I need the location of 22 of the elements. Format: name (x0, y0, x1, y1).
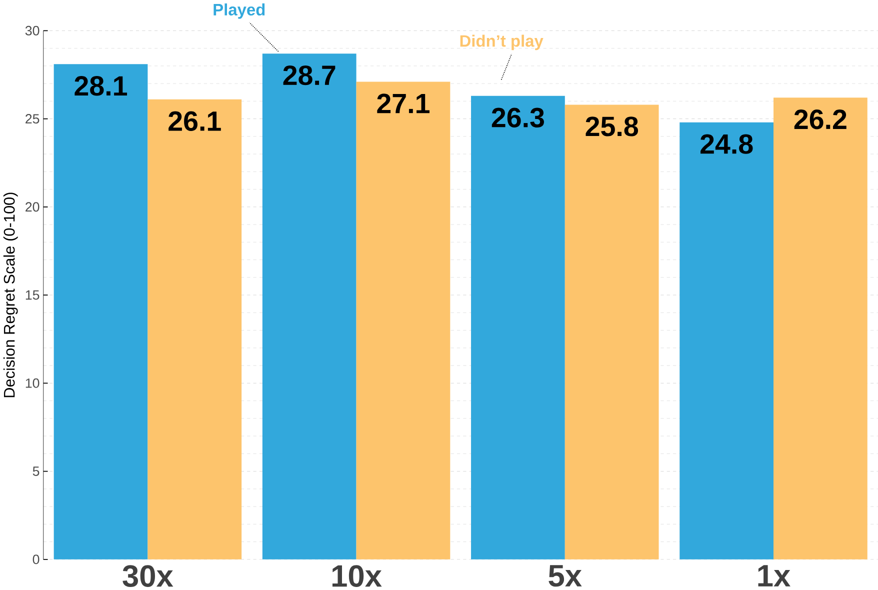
y-tick-label: 20 (26, 202, 40, 212)
y-tick-label: 10 (26, 378, 40, 388)
y-tick-label: 15 (26, 290, 40, 300)
x-tick-label: 1x (758, 564, 790, 586)
x-tick-label: 30x (122, 564, 174, 587)
y-tick-label: 25 (26, 114, 40, 124)
y-tick-label: 30 (25, 26, 40, 36)
data-label: 26.2 (794, 109, 846, 129)
data-label: 28.7 (283, 65, 336, 85)
x-tick-label: 10x (332, 564, 382, 587)
data-label: 26.1 (168, 111, 221, 131)
x-tick-label: 5x (548, 564, 582, 586)
text: Played (214, 3, 265, 19)
data-label: 25.8 (586, 116, 638, 136)
y-axis-title: Decision Regret Scale (0-100) (3, 192, 18, 397)
y-tick-label: 0 (32, 554, 40, 564)
y-tick-label: 5 (32, 466, 40, 476)
text: Didn’t play (460, 34, 544, 50)
data-label: 28.1 (74, 76, 128, 96)
data-label: 24.8 (700, 134, 753, 154)
data-label: 26.3 (492, 108, 544, 128)
data-label: 27.1 (377, 93, 430, 113)
